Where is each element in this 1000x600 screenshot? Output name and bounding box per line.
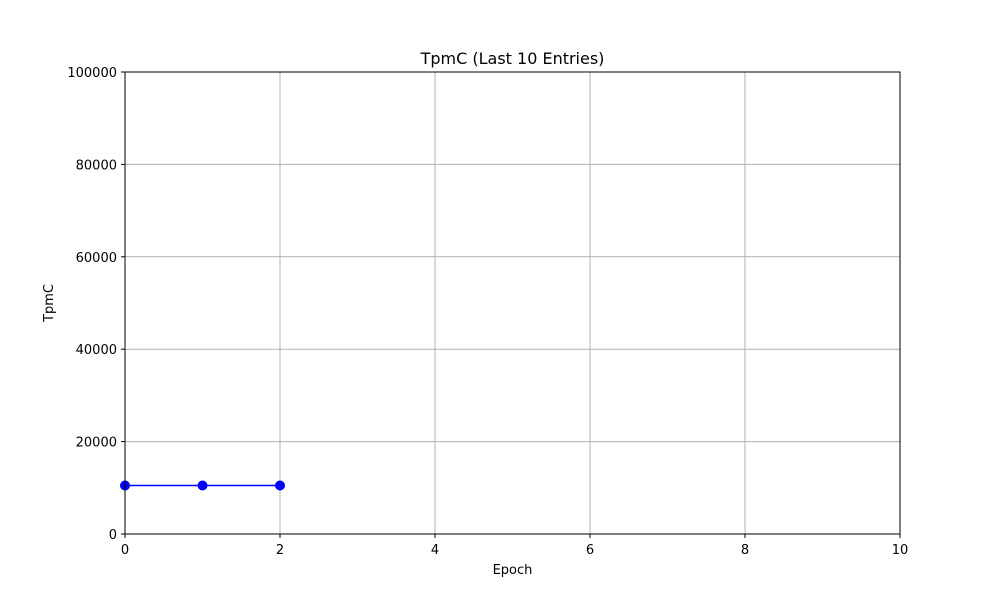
plot-area-frame [124, 71, 901, 535]
y-tick-label: 0 [109, 528, 117, 543]
x-axis-label: Epoch [493, 563, 533, 578]
plot-series [120, 480, 285, 491]
y-tick-label: 80000 [76, 158, 117, 173]
x-tick-label: 8 [741, 543, 749, 558]
y-tick-label: 100000 [67, 66, 117, 81]
y-tick-label: 20000 [76, 436, 117, 451]
data-point [197, 480, 208, 491]
y-axis-label: TpmC [42, 284, 57, 323]
x-tick-label: 10 [892, 543, 909, 558]
x-tick-label: 2 [276, 543, 284, 558]
x-axis-ticks: 0 2 4 6 8 10 [121, 534, 908, 558]
x-tick-label: 4 [431, 543, 439, 558]
y-tick-label: 60000 [76, 251, 117, 266]
chart-title: TpmC (Last 10 Entries) [420, 49, 605, 68]
y-axis-ticks: 0 20000 40000 60000 80000 100000 [67, 66, 125, 543]
y-tick-label: 40000 [76, 343, 117, 358]
data-point [275, 480, 285, 491]
x-tick-label: 6 [586, 543, 594, 558]
x-tick-label: 0 [121, 543, 129, 558]
